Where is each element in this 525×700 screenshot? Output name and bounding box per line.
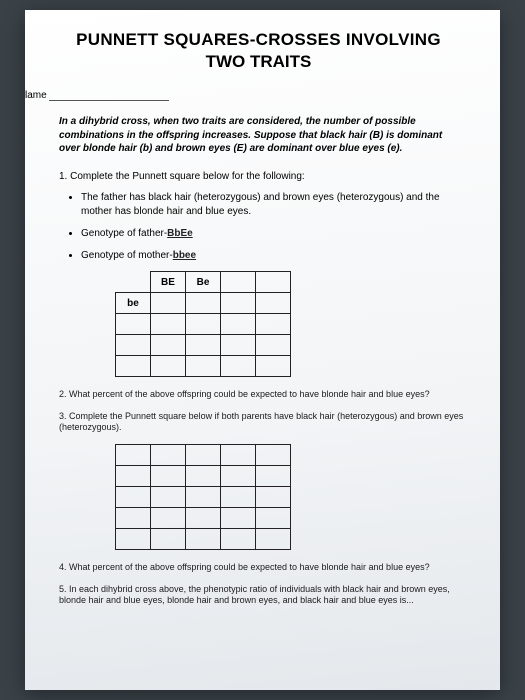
worksheet-page: PUNNETT SQUARES-CROSSES INVOLVING TWO TR… [25,10,500,690]
cell [186,508,221,529]
cell [221,466,256,487]
bullet-2-prefix: Genotype of father- [81,228,167,239]
col-header [256,272,291,293]
cell [256,445,291,466]
col-header [221,272,256,293]
row-header [116,314,151,335]
cell [116,508,151,529]
punnett-square-2 [115,444,291,550]
cell [186,529,221,550]
cell [116,445,151,466]
cell [256,293,291,314]
cell [116,487,151,508]
cell [256,335,291,356]
cell [221,356,256,377]
row-header [116,335,151,356]
cell [221,487,256,508]
cell [256,356,291,377]
question-4: 4. What percent of the above offspring c… [59,562,466,574]
father-genotype-answer: BbEe [167,228,193,239]
cell [151,314,186,335]
page-title-line1: PUNNETT SQUARES-CROSSES INVOLVING [45,30,472,50]
cell [221,508,256,529]
bullet-3-prefix: Genotype of mother- [81,250,173,261]
corner-cell [116,272,151,293]
cell [116,529,151,550]
question-3: 3. Complete the Punnett square below if … [59,411,466,434]
cell [186,293,221,314]
intro-paragraph: In a dihybrid cross, when two traits are… [59,115,466,156]
name-field-row: lame [25,90,472,101]
cell [256,487,291,508]
col-header: BE [151,272,186,293]
cell [151,445,186,466]
cell [221,314,256,335]
cell [221,293,256,314]
cell [256,508,291,529]
row-header [116,356,151,377]
page-title-line2: TWO TRAITS [45,52,472,72]
cell [151,508,186,529]
cell [256,466,291,487]
cell [151,529,186,550]
cell [221,529,256,550]
cell [256,529,291,550]
cell [256,314,291,335]
mother-genotype-answer: bbee [173,250,196,261]
cell [186,466,221,487]
bullet-3: Genotype of mother-bbee [81,249,472,263]
question-1-bullets: The father has black hair (heterozygous)… [81,191,472,263]
cell [151,356,186,377]
punnett-square-1: BE Be be [115,271,291,377]
cell [151,335,186,356]
row-header: be [116,293,151,314]
bullet-2: Genotype of father-BbEe [81,227,472,241]
cell [186,445,221,466]
cell [186,356,221,377]
question-5: 5. In each dihybrid cross above, the phe… [59,584,466,607]
col-header: Be [186,272,221,293]
cell [151,487,186,508]
cell [221,335,256,356]
cell [186,487,221,508]
cell [151,293,186,314]
cell [186,314,221,335]
bullet-1: The father has black hair (heterozygous)… [81,191,472,219]
cell [221,445,256,466]
question-2: 2. What percent of the above offspring c… [59,389,466,401]
name-label: lame [25,90,47,101]
cell [151,466,186,487]
cell [186,335,221,356]
name-blank-line [49,100,169,101]
question-1: 1. Complete the Punnett square below for… [59,170,466,184]
cell [116,466,151,487]
